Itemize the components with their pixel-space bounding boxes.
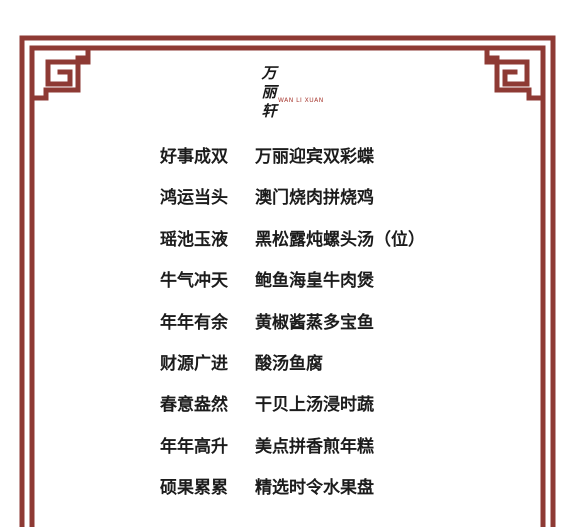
menu-list: 好事成双 万丽迎宾双彩蝶 鸿运当头 澳门烧肉拼烧鸡 瑶池玉液 黑松露炖螺头汤（位… — [160, 146, 480, 519]
dish-title: 鸿运当头 — [160, 188, 228, 209]
logo-chinese-name: 万 丽 轩 — [260, 64, 278, 121]
dish-name: 干贝上汤浸时蔬 — [255, 395, 374, 416]
menu-item: 瑶池玉液 黑松露炖螺头汤（位） — [160, 229, 480, 270]
dish-title: 牛气冲天 — [160, 271, 228, 292]
dish-name: 澳门烧肉拼烧鸡 — [255, 188, 374, 209]
dish-title: 春意盎然 — [160, 395, 228, 416]
dish-name: 万丽迎宾双彩蝶 — [255, 147, 374, 167]
menu-item: 春意盎然 干贝上汤浸时蔬 — [160, 394, 480, 435]
menu-item: 硕果累累 精选时令水果盘 — [160, 477, 480, 518]
restaurant-logo: 万 丽 轩 WAN LI XUAN — [250, 64, 330, 124]
dish-name: 精选时令水果盘 — [255, 478, 374, 499]
logo-english-name: WAN LI XUAN — [278, 97, 324, 104]
menu-item: 好事成双 万丽迎宾双彩蝶 — [160, 146, 480, 187]
menu-item: 鸿运当头 澳门烧肉拼烧鸡 — [160, 187, 480, 228]
dish-title: 好事成双 — [160, 147, 228, 167]
dish-name: 黄椒酱蒸多宝鱼 — [255, 312, 374, 333]
dish-title: 年年高升 — [160, 436, 228, 457]
dish-name: 酸汤鱼腐 — [255, 353, 323, 374]
dish-title: 瑶池玉液 — [160, 229, 228, 250]
dish-name: 美点拼香煎年糕 — [255, 436, 374, 457]
dish-title: 年年有余 — [160, 312, 228, 333]
logo-char-2: 丽 — [261, 83, 277, 101]
menu-item: 牛气冲天 鲍鱼海皇牛肉煲 — [160, 270, 480, 311]
menu-item: 年年高升 美点拼香煎年糕 — [160, 436, 480, 477]
menu-item: 财源广进 酸汤鱼腐 — [160, 353, 480, 394]
menu-item: 年年有余 黄椒酱蒸多宝鱼 — [160, 312, 480, 353]
dish-name: 黑松露炖螺头汤（位） — [255, 229, 425, 250]
dish-title: 财源广进 — [160, 353, 228, 374]
logo-char-3: 轩 — [261, 102, 277, 120]
dish-name: 鲍鱼海皇牛肉煲 — [255, 271, 374, 292]
logo-char-1: 万 — [261, 64, 277, 82]
dish-title: 硕果累累 — [160, 478, 228, 499]
